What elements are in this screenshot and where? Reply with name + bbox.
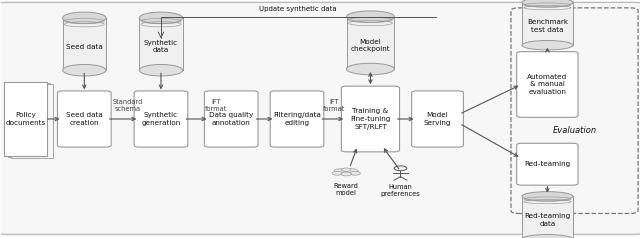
Circle shape (342, 168, 351, 171)
Circle shape (346, 169, 358, 174)
Ellipse shape (63, 64, 106, 76)
Text: Synthetic
generation: Synthetic generation (141, 112, 180, 126)
FancyBboxPatch shape (134, 91, 188, 147)
Text: Seed data: Seed data (66, 44, 102, 50)
Text: IFT
format: IFT format (323, 99, 345, 112)
FancyBboxPatch shape (58, 91, 111, 147)
Text: Red-teaming: Red-teaming (524, 161, 570, 167)
FancyBboxPatch shape (341, 86, 399, 152)
Circle shape (341, 172, 351, 176)
FancyBboxPatch shape (204, 91, 258, 147)
Ellipse shape (346, 11, 394, 22)
Ellipse shape (63, 12, 106, 24)
Text: Training &
Fine-tuning
SFT/RLFT: Training & Fine-tuning SFT/RLFT (350, 109, 390, 129)
Text: Automated
& manual
evaluation: Automated & manual evaluation (527, 74, 568, 95)
Ellipse shape (346, 63, 394, 75)
Circle shape (334, 169, 347, 174)
Ellipse shape (522, 40, 573, 50)
Ellipse shape (522, 234, 573, 238)
Circle shape (332, 171, 342, 175)
Circle shape (350, 171, 360, 175)
FancyBboxPatch shape (412, 91, 463, 147)
Polygon shape (63, 18, 106, 70)
Text: Filtering/data
editing: Filtering/data editing (273, 112, 321, 126)
Text: Reward
model: Reward model (333, 183, 358, 196)
Polygon shape (346, 17, 394, 69)
Text: Benchmark
test data: Benchmark test data (527, 19, 568, 33)
Polygon shape (140, 18, 182, 70)
Polygon shape (522, 2, 573, 45)
Text: Synthetic
data: Synthetic data (144, 40, 178, 53)
Text: Evaluation: Evaluation (552, 126, 596, 135)
Polygon shape (522, 196, 573, 238)
Text: Standard
schema: Standard schema (113, 99, 143, 112)
FancyBboxPatch shape (8, 83, 50, 157)
Ellipse shape (522, 192, 573, 201)
Text: Update synthetic data: Update synthetic data (259, 6, 337, 12)
Text: Model
checkpoint: Model checkpoint (351, 39, 390, 52)
Ellipse shape (140, 64, 182, 76)
Text: Data quality
annotation: Data quality annotation (209, 112, 253, 126)
Text: Human
preferences: Human preferences (381, 184, 420, 197)
Text: Model
Serving: Model Serving (424, 112, 451, 126)
FancyBboxPatch shape (11, 84, 53, 158)
Text: IFT
format: IFT format (205, 99, 227, 112)
Text: Policy
documents: Policy documents (5, 112, 45, 126)
FancyBboxPatch shape (4, 82, 47, 156)
Ellipse shape (522, 0, 573, 7)
FancyBboxPatch shape (516, 52, 578, 117)
Ellipse shape (140, 12, 182, 24)
FancyBboxPatch shape (270, 91, 324, 147)
FancyBboxPatch shape (516, 143, 578, 185)
Text: Seed data
creation: Seed data creation (66, 112, 102, 126)
FancyBboxPatch shape (0, 2, 640, 234)
Text: Red-teaming
data: Red-teaming data (524, 213, 570, 227)
